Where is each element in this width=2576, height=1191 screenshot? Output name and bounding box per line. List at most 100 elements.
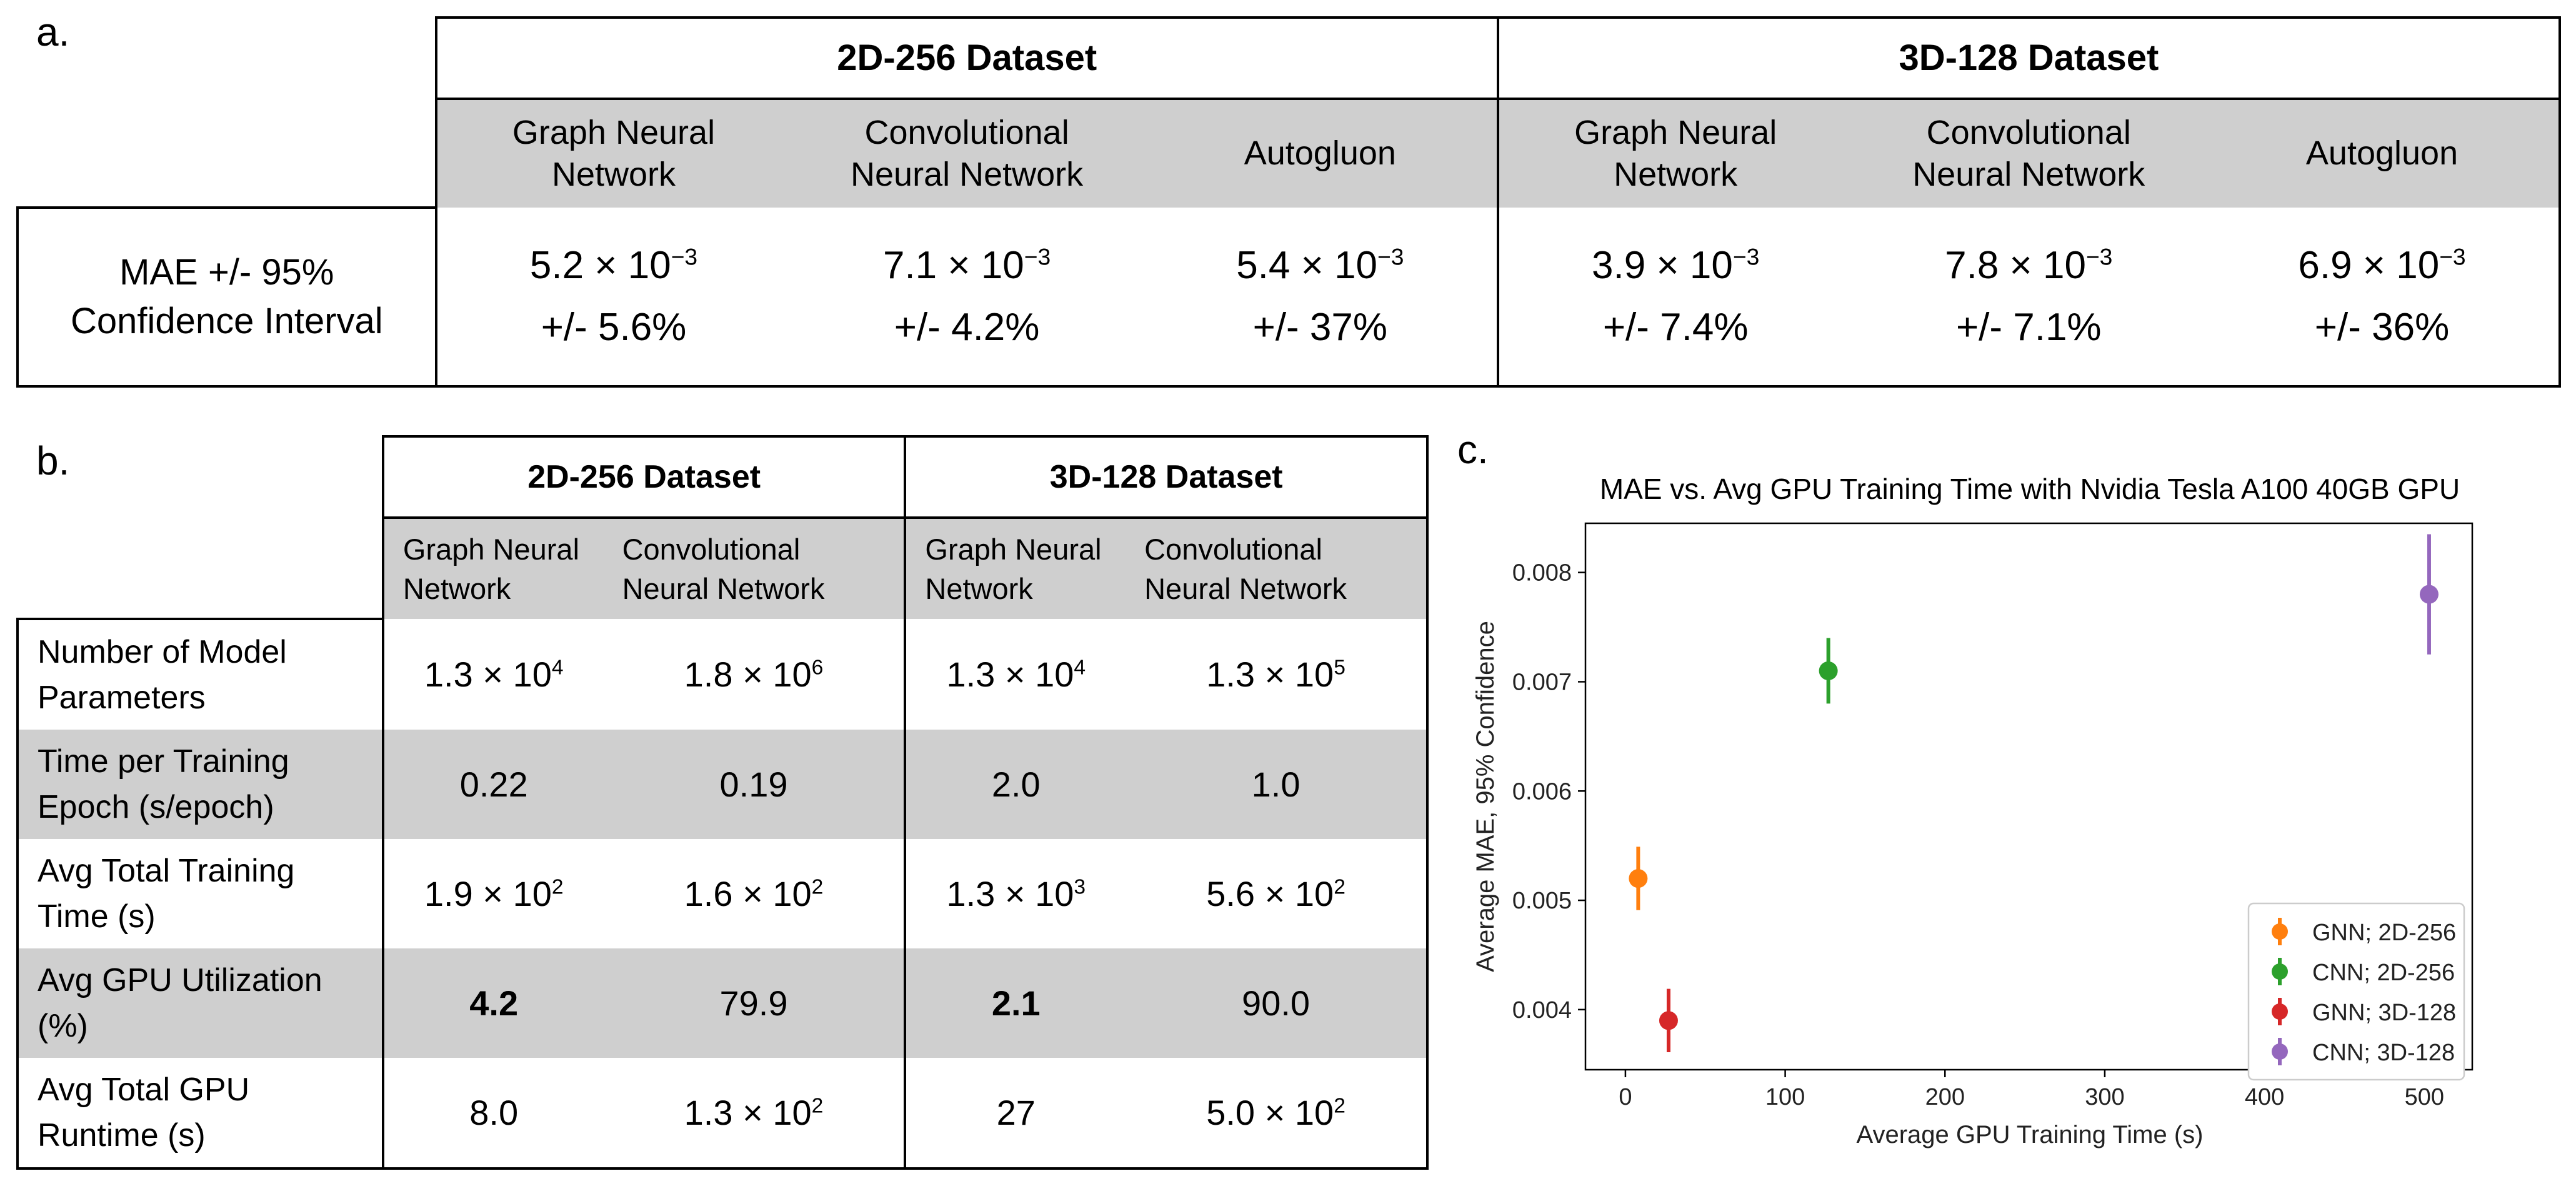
- row-header-line: Confidence Interval: [70, 301, 383, 341]
- model-header-line: Convolutional: [1144, 532, 1322, 566]
- model-header-line: Graph Neural: [925, 532, 1102, 566]
- stat-exponent: 2: [811, 1094, 824, 1118]
- row-header-line: Time per Training: [37, 743, 289, 780]
- stat-exponent: 4: [551, 656, 564, 680]
- row-header-line: Avg GPU Utilization: [37, 962, 322, 998]
- corner-cell: [17, 18, 436, 99]
- data-point: [2419, 585, 2439, 604]
- mae-ci: +/- 36%: [2314, 306, 2450, 349]
- model-header-line: Convolutional: [1926, 113, 2131, 151]
- model-header: Graph Neural Network: [904, 518, 1126, 619]
- x-tick-label: 200: [1925, 1084, 1965, 1110]
- times-ten: × 10: [937, 243, 1024, 287]
- row-header-line: Epoch (s/epoch): [37, 788, 274, 825]
- panel-label-c: c.: [1457, 427, 1489, 472]
- stat-cell: 0.22: [383, 730, 604, 839]
- stat-cell: 4.2: [383, 948, 604, 1058]
- stat-cell: 2.0: [904, 730, 1126, 839]
- stat-mantissa: 5.6: [1206, 874, 1256, 913]
- model-header: Convolutional Neural Network: [1852, 99, 2206, 208]
- stat-mantissa: 1.0: [1251, 765, 1300, 804]
- row-header-line: Parameters: [37, 679, 206, 716]
- times-ten: × 10: [1290, 243, 1378, 287]
- stat-cell: 1.3 × 102: [603, 1058, 906, 1170]
- stat-mantissa: 0.19: [719, 765, 788, 804]
- data-point: [1629, 869, 1648, 888]
- group-header-2d-256: 2D-256 Dataset: [381, 435, 907, 519]
- model-header: Convolutional Neural Network: [604, 518, 906, 619]
- mae-cell: 3.9 × 10−3 +/- 7.4%: [1496, 208, 1852, 388]
- model-header: Convolutional Neural Network: [1126, 518, 1429, 619]
- times-ten: × 10: [732, 655, 812, 694]
- mae-summary-table: 2D-256 Dataset 3D-128 Dataset Graph Neur…: [16, 16, 2562, 388]
- stat-mantissa: 0.22: [459, 765, 528, 804]
- x-tick-label: 0: [1619, 1084, 1632, 1110]
- legend-marker: [2272, 963, 2288, 980]
- stat-mantissa: 90.0: [1242, 983, 1310, 1023]
- row-header-line: (%): [37, 1007, 88, 1044]
- data-points: [1629, 534, 2439, 1053]
- legend-label: CNN; 2D-256: [2312, 960, 2455, 986]
- stat-cell: 27: [904, 1058, 1126, 1170]
- mae-mantissa: 5.2: [529, 243, 584, 287]
- stat-cell: 90.0: [1126, 948, 1429, 1058]
- times-ten: × 10: [2352, 243, 2440, 287]
- stat-exponent: 2: [551, 875, 564, 899]
- times-ten: × 10: [1999, 243, 2086, 287]
- plot-frame: [1584, 522, 2474, 1071]
- stat-mantissa: 27: [996, 1093, 1036, 1132]
- table-row: Time per Training Epoch (s/epoch) 0.22 0.19…: [16, 730, 1429, 839]
- stat-mantissa: 8.0: [469, 1093, 519, 1132]
- legend-label: GNN; 2D-256: [2312, 920, 2456, 946]
- stat-cell: 1.8 × 106: [604, 619, 906, 730]
- stat-mantissa: 1.9: [424, 874, 473, 913]
- training-stats-table: 2D-256 Dataset 3D-128 Dataset Graph Neur…: [16, 435, 1429, 1170]
- model-header-line: Network: [402, 572, 511, 605]
- y-axis-label: Average MAE, 95% Confidence: [1472, 621, 1499, 972]
- stat-mantissa: 79.9: [719, 983, 788, 1023]
- stat-exponent: 6: [811, 656, 824, 680]
- model-header-line: Network: [551, 156, 676, 193]
- x-axis: 0 100 200 300 400 500: [1619, 1070, 2444, 1110]
- model-header: Graph Neural Network: [381, 518, 604, 619]
- model-header-line: Network: [925, 572, 1033, 605]
- x-tick-label: 300: [2085, 1084, 2124, 1110]
- stat-mantissa: 5.0: [1206, 1093, 1256, 1132]
- legend-label: GNN; 3D-128: [2312, 1000, 2456, 1026]
- mae-cell: 7.1 × 10−3 +/- 4.2%: [790, 208, 1144, 388]
- stat-mantissa: 1.3: [684, 1093, 733, 1132]
- x-tick-label: 100: [1765, 1084, 1805, 1110]
- mae-mantissa: 3.9: [1592, 243, 1646, 287]
- stat-cell: 1.3 × 104: [383, 619, 604, 730]
- mae-exponent: −3: [2439, 243, 2466, 270]
- table-row: Avg GPU Utilization (%) 4.2 79.9 2.1 90.0: [16, 948, 1429, 1058]
- stat-cell: 1.3 × 105: [1126, 619, 1429, 730]
- times-ten: × 10: [732, 874, 812, 913]
- stat-cell: 1.6 × 102: [604, 839, 906, 948]
- mae-cell: 7.8 × 10−3 +/- 7.1%: [1852, 208, 2206, 388]
- mae-value: 5.4 × 10−3: [1144, 234, 1497, 296]
- stat-exponent: 2: [1334, 875, 1345, 899]
- times-ten: × 10: [584, 243, 671, 287]
- row-header-line: Number of Model: [37, 633, 287, 670]
- stat-mantissa: 1.3: [1206, 655, 1256, 694]
- data-point: [1659, 1011, 1678, 1030]
- table-row: Avg Total GPU Runtime (s) 8.0 1.3 × 102 27 5.…: [16, 1058, 1429, 1170]
- table-row: Number of Model Parameters 1.3 × 104 1.8 × …: [16, 618, 1429, 730]
- model-header: Graph Neural Network: [1496, 99, 1852, 208]
- y-tick-label: 0.004: [1512, 997, 1572, 1023]
- x-axis-label: Average GPU Training Time (s): [1856, 1121, 2203, 1148]
- stat-mantissa: 2.0: [991, 765, 1041, 804]
- mae-exponent: −3: [2085, 243, 2113, 270]
- stat-cell: 1.3 × 103: [904, 839, 1126, 948]
- times-ten: × 10: [1255, 655, 1334, 694]
- mae-mantissa: 5.4: [1236, 243, 1290, 287]
- row-header: Time per Training Epoch (s/epoch): [16, 730, 384, 839]
- y-tick-label: 0.005: [1512, 888, 1572, 914]
- mae-value: 7.8 × 10−3: [1852, 234, 2206, 296]
- data-point: [1819, 661, 1838, 680]
- row-header: Avg GPU Utilization (%): [16, 948, 384, 1058]
- model-header-line: Neural Network: [1144, 572, 1347, 605]
- times-ten: × 10: [732, 1093, 812, 1132]
- y-tick-label: 0.008: [1512, 560, 1572, 586]
